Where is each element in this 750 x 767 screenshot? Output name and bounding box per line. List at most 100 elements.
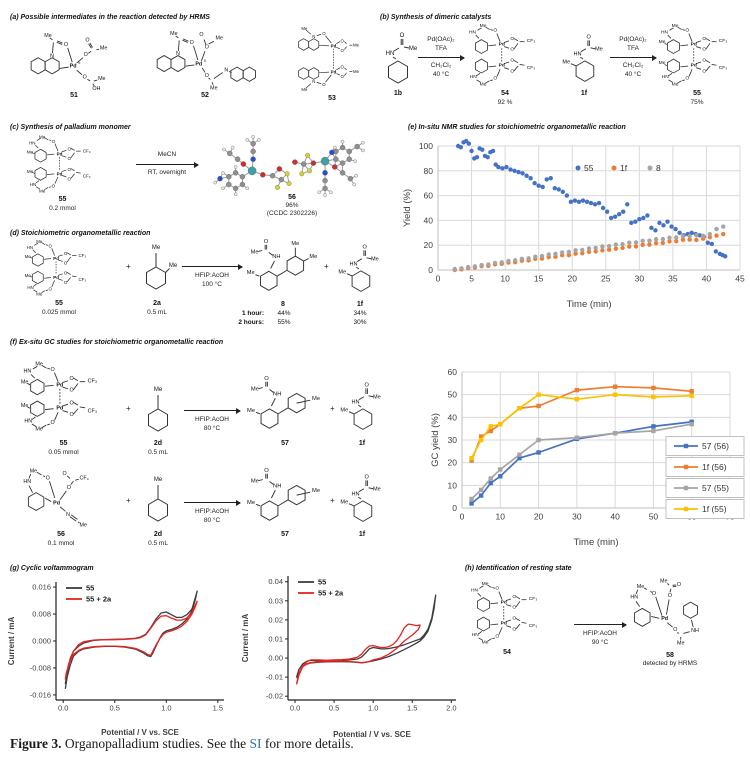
caption-body: Organopalladium studies. See the xyxy=(61,736,250,751)
svg-text:8: 8 xyxy=(656,163,661,173)
compound-number: 55 xyxy=(59,440,68,447)
compound-number: 54 xyxy=(501,90,509,97)
svg-text:-0.01: -0.01 xyxy=(266,673,283,682)
svg-text:O: O xyxy=(49,244,53,249)
svg-text:O: O xyxy=(685,76,689,82)
structure-1f-icon: HN O Me Me xyxy=(340,383,381,430)
svg-text:1.5: 1.5 xyxy=(213,704,223,713)
compound-number: 2d xyxy=(153,531,163,538)
svg-text:CF₃: CF₃ xyxy=(88,379,97,385)
svg-text:O: O xyxy=(512,626,516,632)
svg-text:Pd: Pd xyxy=(56,382,63,388)
figure-caption: Figure 3. Organopalladium studies. See t… xyxy=(10,736,740,752)
structure-57-icon: Me O NH Me Me xyxy=(247,376,320,429)
svg-text:O: O xyxy=(64,260,68,265)
svg-text:HN: HN xyxy=(30,182,37,187)
panel-a-label: (a) Possible intermediates in the reacti… xyxy=(10,14,210,21)
svg-text:Me: Me xyxy=(80,523,87,529)
svg-text:O: O xyxy=(495,586,499,592)
svg-text:Me: Me xyxy=(170,31,177,37)
svg-text:Me: Me xyxy=(27,149,34,154)
svg-text:Me: Me xyxy=(659,60,666,66)
reaction-arrow xyxy=(574,621,627,628)
svg-text:O: O xyxy=(677,582,681,588)
svg-text:0.01: 0.01 xyxy=(268,634,283,643)
si-link[interactable]: SI xyxy=(249,736,262,751)
svg-text:HN: HN xyxy=(351,491,359,497)
reaction-arrow xyxy=(184,407,241,414)
svg-text:-0.02: -0.02 xyxy=(266,692,283,701)
compound-number: 54 xyxy=(503,649,511,656)
svg-text:CF₃: CF₃ xyxy=(83,149,91,154)
svg-text:0: 0 xyxy=(428,265,433,275)
svg-text:Me: Me xyxy=(30,468,37,474)
svg-text:45: 45 xyxy=(735,273,745,283)
condition-text: CH₂Cl₂ xyxy=(622,62,644,69)
svg-text:Me: Me xyxy=(409,46,418,52)
svg-text:0: 0 xyxy=(436,273,441,283)
svg-text:Me: Me xyxy=(36,239,43,244)
svg-text:100: 100 xyxy=(419,141,433,151)
svg-text:1f (56): 1f (56) xyxy=(702,462,727,472)
svg-text:Me: Me xyxy=(251,387,259,393)
svg-text:O: O xyxy=(68,167,72,172)
svg-text:Pd: Pd xyxy=(53,256,59,261)
svg-text:Me: Me xyxy=(210,85,217,91)
svg-text:57 (56): 57 (56) xyxy=(702,441,729,451)
condition-text: CH₂Cl₂ xyxy=(430,62,452,69)
plus-sign: + xyxy=(126,262,131,271)
svg-text:-0.016: -0.016 xyxy=(30,690,51,699)
condition-text: Pd(OAc)₂ xyxy=(427,36,455,43)
svg-text:Me: Me xyxy=(154,387,163,393)
svg-text:Current / mA: Current / mA xyxy=(241,614,250,663)
svg-text:O: O xyxy=(70,376,74,382)
condition-text: RT, overnight xyxy=(147,169,187,176)
svg-text:Pd: Pd xyxy=(661,616,668,622)
reaction-arrow xyxy=(418,54,465,61)
svg-text:Me: Me xyxy=(154,477,163,483)
svg-text:NH: NH xyxy=(272,254,280,260)
svg-text:O: O xyxy=(652,591,656,597)
structure-1f-icon: HN O Me Me xyxy=(338,245,379,292)
svg-text:Me: Me xyxy=(660,579,667,585)
svg-text:0: 0 xyxy=(452,503,457,513)
svg-text:O: O xyxy=(340,48,344,53)
svg-text:Me: Me xyxy=(251,479,259,485)
svg-text:Pd: Pd xyxy=(57,171,63,176)
plus-sign: + xyxy=(126,496,131,505)
svg-text:HN: HN xyxy=(472,632,480,638)
svg-text:HN: HN xyxy=(471,587,479,593)
svg-text:O: O xyxy=(668,593,672,599)
svg-text:Me: Me xyxy=(637,584,644,590)
yield-text: 75% xyxy=(690,99,704,106)
svg-text:HN: HN xyxy=(29,140,36,145)
svg-text:55 + 2a: 55 + 2a xyxy=(86,595,112,604)
svg-text:HN: HN xyxy=(23,479,31,485)
condition-text: 80 °C xyxy=(203,517,221,524)
svg-text:1.0: 1.0 xyxy=(368,704,378,713)
svg-text:HN: HN xyxy=(24,418,32,424)
svg-text:Me: Me xyxy=(39,134,46,139)
svg-text:Me: Me xyxy=(373,395,381,401)
reaction-arrow xyxy=(182,263,243,270)
svg-text:O: O xyxy=(685,28,689,34)
svg-text:O: O xyxy=(264,376,269,382)
compound-number: 56 xyxy=(57,531,65,538)
svg-text:Pd: Pd xyxy=(691,63,697,69)
svg-text:O: O xyxy=(68,146,72,151)
svg-text:Me: Me xyxy=(371,257,379,263)
svg-text:CF₃: CF₃ xyxy=(527,65,535,71)
svg-text:Me: Me xyxy=(247,408,255,414)
svg-text:O: O xyxy=(83,74,87,80)
svg-text:Potential / V vs. SCE: Potential / V vs. SCE xyxy=(101,728,179,737)
condition-text: 40 °C xyxy=(624,71,642,78)
svg-text:Pd: Pd xyxy=(56,406,63,412)
svg-text:50: 50 xyxy=(649,511,659,521)
svg-text:O: O xyxy=(46,475,50,481)
note-text: detected by HRMS xyxy=(642,660,698,667)
svg-text:Me: Me xyxy=(44,33,51,39)
svg-text:Pd: Pd xyxy=(53,500,60,506)
svg-text:Me: Me xyxy=(169,263,178,269)
yield-text: 92 % xyxy=(497,99,513,106)
